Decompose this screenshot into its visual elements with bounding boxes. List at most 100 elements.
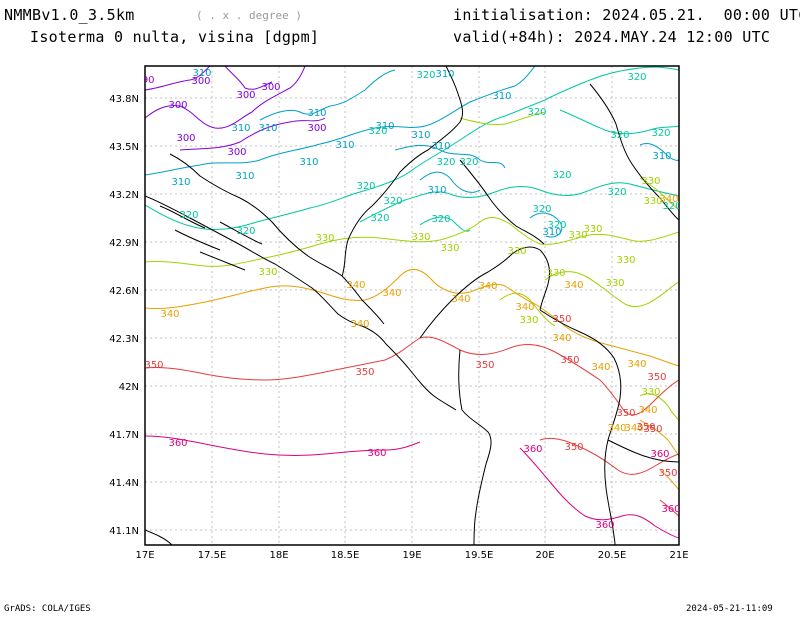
contour-label-330: 330 — [411, 232, 430, 243]
contour-350 — [539, 437, 679, 475]
contour-310 — [639, 142, 679, 161]
contour-360 — [519, 447, 679, 539]
map-frame — [144, 65, 680, 546]
init-time: initialisation: 2024.05.21. 00:00 UTC — [453, 6, 800, 24]
contour-300 — [145, 66, 211, 91]
contour-label-340: 340 — [591, 362, 610, 373]
albania-border — [419, 246, 551, 339]
y-axis: 43.8N 43.5N 43.2N 42.9N 42.6N 42.3N 42N … — [109, 94, 139, 537]
x-tick-label: 20.5E — [598, 550, 627, 561]
contour-label-350: 350 — [616, 408, 635, 419]
contour-label-310: 310 — [335, 140, 354, 151]
contour-label-320: 320 — [627, 72, 646, 83]
graticule — [145, 66, 679, 545]
contour-label-350: 350 — [475, 360, 494, 371]
contour-label-320: 320 — [651, 128, 670, 139]
contour-label-330: 330 — [507, 246, 526, 257]
contour-label-310: 310 — [652, 151, 671, 162]
contour-label-310: 310 — [375, 121, 394, 132]
contour-label-320: 320 — [431, 214, 450, 225]
contour-label-310: 310 — [435, 69, 454, 80]
field-title: Isoterma 0 nulta, visina [dgpm] — [30, 28, 320, 46]
contour-label-340: 340 — [638, 405, 657, 416]
contour-label-350: 350 — [560, 355, 579, 366]
contour-label-300: 300 — [307, 123, 326, 134]
y-tick-label: 43.8N — [109, 94, 139, 105]
contour-label-340: 340 — [451, 294, 470, 305]
contour-label-350: 350 — [643, 424, 662, 435]
contour-label-320: 320 — [547, 220, 566, 231]
kosovo-border — [459, 159, 545, 245]
contour-320 — [359, 182, 679, 223]
contour-330 — [145, 217, 679, 267]
contour-label-300: 300 — [191, 76, 210, 87]
contour-310 — [419, 171, 481, 193]
contour-label-320: 320 — [662, 201, 681, 212]
contour-330 — [639, 177, 679, 211]
contour-label-340: 340 — [552, 333, 571, 344]
y-tick-label: 41.1N — [109, 526, 139, 537]
y-tick-label: 43.2N — [109, 190, 139, 201]
contour-label-350: 350 — [658, 468, 677, 479]
x-tick-label: 18.5E — [331, 550, 360, 561]
contour-label-340: 340 — [564, 280, 583, 291]
x-tick-label: 18E — [269, 550, 288, 561]
contour-320 — [559, 109, 679, 135]
contour-label-340: 340 — [624, 423, 643, 434]
contour-label-300: 300 — [168, 100, 187, 111]
bosnia-border — [169, 149, 429, 277]
albania-inland — [458, 349, 492, 545]
contour-label-310: 310 — [192, 68, 211, 79]
x-tick-label: 21E — [669, 550, 688, 561]
contour-label-310: 310 — [411, 130, 430, 141]
contour-label-300: 300 — [261, 82, 280, 93]
contour-label-320: 320 — [179, 210, 198, 221]
contour-320 — [145, 66, 679, 231]
contour-label-320: 320 — [436, 157, 455, 168]
y-tick-label: 41.4N — [109, 478, 139, 489]
contour-label-360: 360 — [595, 520, 614, 531]
contour-label-320: 320 — [236, 226, 255, 237]
x-tick-label: 17.5E — [198, 550, 227, 561]
contour-label-330: 330 — [643, 196, 662, 207]
contour-label-340: 340 — [350, 319, 369, 330]
contour-340 — [534, 303, 679, 367]
contour-label-310: 310 — [235, 171, 254, 182]
contour-label-330: 330 — [519, 315, 538, 326]
x-tick-label: 19.5E — [465, 550, 494, 561]
contour-label-310: 310 — [431, 141, 450, 152]
contour-label-320: 320 — [356, 181, 375, 192]
x-tick-label: 17E — [135, 550, 154, 561]
contour-label-330: 330 — [568, 230, 587, 241]
model-title: NMMBv1.0_3.5km — [4, 6, 135, 24]
y-tick-label: 41.7N — [109, 430, 139, 441]
coastlines-borders — [145, 66, 679, 545]
contour-310 — [394, 144, 506, 169]
contour-360 — [145, 435, 421, 456]
contour-label-310: 310 — [307, 108, 326, 119]
x-tick-label: 20E — [535, 550, 554, 561]
contour-label-340: 340 — [515, 302, 534, 313]
contour-label-320: 320 — [527, 107, 546, 118]
italy-coast — [145, 529, 173, 545]
adriatic-coast — [145, 195, 457, 411]
montenegro-border — [341, 275, 385, 325]
contour-label-330: 330 — [583, 224, 602, 235]
valid-time: valid(+84h): 2024.MAY.24 12:00 UTC — [453, 28, 771, 46]
contour-label-310: 310 — [258, 123, 277, 134]
y-tick-label: 42.9N — [109, 238, 139, 249]
contour-label-340: 340 — [382, 288, 401, 299]
contour-340 — [659, 469, 679, 491]
bulgaria-border — [589, 83, 679, 221]
x-tick-label: 19E — [402, 550, 421, 561]
contour-label-360: 360 — [523, 444, 542, 455]
contour-label-320: 320 — [416, 70, 435, 81]
y-tick-label: 42.6N — [109, 286, 139, 297]
y-tick-label: 43.5N — [109, 142, 139, 153]
contour-label-320: 320 — [370, 213, 389, 224]
contour-label-320: 320 — [607, 187, 626, 198]
contour-label-350: 350 — [144, 360, 163, 371]
contour-310 — [259, 69, 396, 121]
